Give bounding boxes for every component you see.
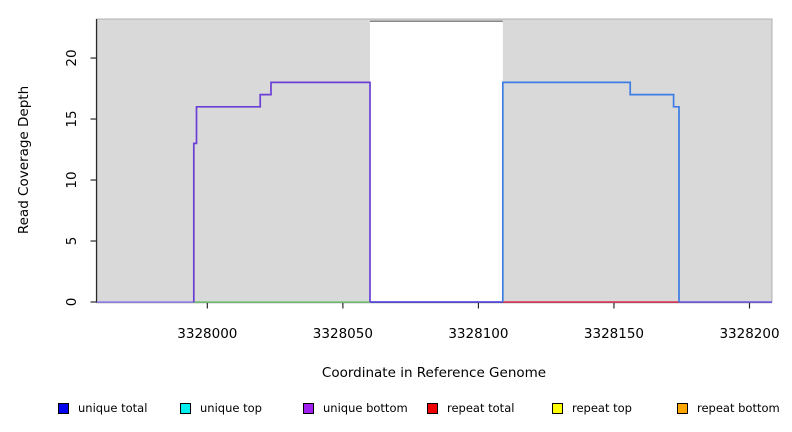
svg-text:15: 15: [64, 110, 80, 127]
legend-item-repeat-top: repeat top: [552, 401, 632, 415]
legend-item-unique-bottom: unique bottom: [303, 401, 408, 415]
legend-item-repeat-bottom: repeat bottom: [677, 401, 780, 415]
legend-label: unique top: [200, 401, 262, 415]
legend-swatch-unique-total: [58, 402, 69, 414]
svg-text:3328200: 3328200: [719, 326, 779, 342]
legend-item-repeat-total: repeat total: [427, 401, 514, 415]
legend: unique total unique top unique bottom re…: [0, 401, 792, 417]
svg-text:3328050: 3328050: [313, 326, 373, 342]
svg-text:20: 20: [64, 49, 80, 66]
legend-label: repeat total: [447, 401, 515, 415]
legend-swatch-unique-top: [180, 402, 191, 414]
chart-plot-area: 3328000 3328050 3328100 3328150 3328200 0 5 10 1…: [64, 18, 780, 342]
legend-swatch-repeat-bottom: [677, 402, 688, 414]
x-axis-title: Coordinate in Reference Genome: [322, 365, 546, 381]
svg-text:0: 0: [64, 298, 80, 307]
svg-text:3328150: 3328150: [584, 326, 644, 342]
legend-label: unique total: [78, 401, 148, 415]
legend-swatch-repeat-top: [552, 402, 563, 414]
legend-swatch-unique-bottom: [303, 402, 314, 414]
legend-label: repeat top: [572, 401, 632, 415]
legend-label: repeat bottom: [697, 401, 780, 415]
legend-item-unique-total: unique total: [58, 401, 147, 415]
svg-text:5: 5: [64, 237, 80, 246]
y-axis-title: Read Coverage Depth: [16, 86, 32, 234]
legend-swatch-repeat-total: [427, 402, 438, 414]
legend-item-unique-top: unique top: [180, 401, 262, 415]
legend-label: unique bottom: [323, 401, 408, 415]
svg-text:10: 10: [64, 171, 80, 188]
svg-text:3328000: 3328000: [177, 326, 237, 342]
svg-text:3328100: 3328100: [448, 326, 508, 342]
